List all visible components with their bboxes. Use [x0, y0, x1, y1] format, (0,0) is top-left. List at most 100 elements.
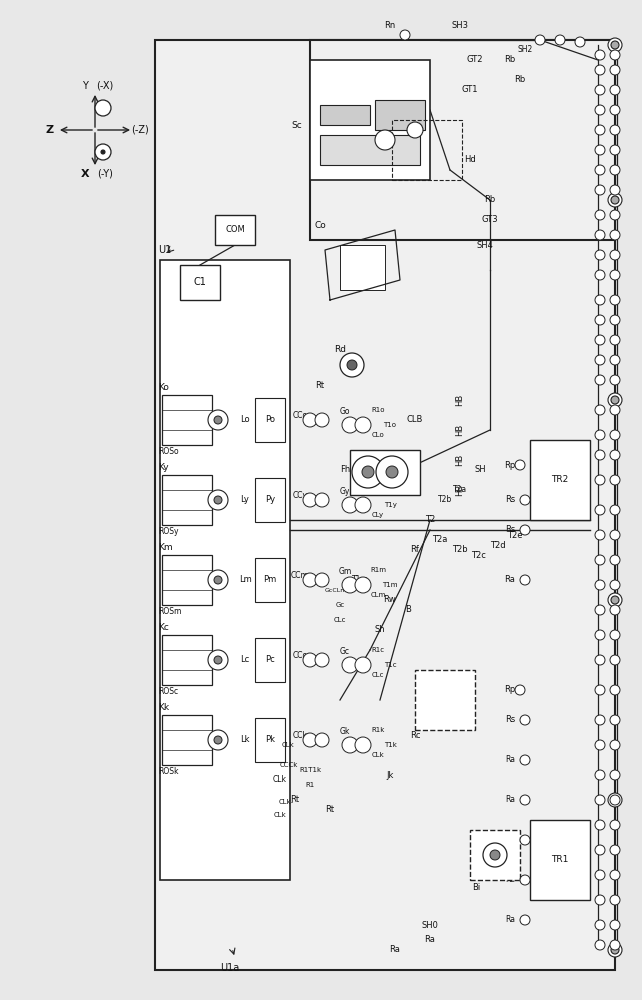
Circle shape	[595, 85, 605, 95]
Circle shape	[595, 475, 605, 485]
Circle shape	[610, 145, 620, 155]
Text: HB: HB	[456, 454, 465, 466]
Text: T1m: T1m	[382, 582, 398, 588]
Circle shape	[595, 605, 605, 615]
Text: Gk: Gk	[340, 728, 350, 736]
Circle shape	[595, 185, 605, 195]
Text: CLm: CLm	[370, 592, 386, 598]
Text: SH3: SH3	[451, 20, 469, 29]
Text: T2b: T2b	[452, 546, 468, 554]
Text: Rf: Rf	[411, 546, 419, 554]
Circle shape	[520, 835, 530, 845]
Text: SH4: SH4	[476, 240, 494, 249]
Text: SH: SH	[474, 466, 486, 475]
Circle shape	[303, 653, 317, 667]
Circle shape	[520, 525, 530, 535]
Circle shape	[362, 466, 374, 478]
Bar	[155, 40, 615, 970]
Text: Lm: Lm	[239, 576, 252, 584]
Circle shape	[595, 895, 605, 905]
Text: T2a: T2a	[453, 486, 467, 494]
Circle shape	[595, 105, 605, 115]
Circle shape	[595, 165, 605, 175]
Bar	[162, 475, 212, 525]
Circle shape	[595, 230, 605, 240]
Text: Ra: Ra	[505, 836, 515, 844]
Bar	[255, 638, 285, 682]
Text: Rp: Rp	[505, 460, 516, 470]
Text: (-Y): (-Y)	[97, 169, 113, 179]
Circle shape	[610, 530, 620, 540]
Circle shape	[555, 35, 565, 45]
Text: R1c: R1c	[372, 647, 385, 653]
Text: Rt: Rt	[290, 796, 300, 804]
Circle shape	[611, 396, 619, 404]
Circle shape	[595, 530, 605, 540]
Circle shape	[483, 843, 507, 867]
Circle shape	[214, 736, 222, 744]
Bar	[215, 215, 255, 245]
Circle shape	[595, 655, 605, 665]
Circle shape	[520, 915, 530, 925]
Text: Rb: Rb	[514, 76, 526, 85]
Circle shape	[610, 740, 620, 750]
Bar	[392, 120, 462, 180]
Circle shape	[610, 355, 620, 365]
Bar	[160, 260, 290, 880]
Circle shape	[610, 920, 620, 930]
Circle shape	[595, 845, 605, 855]
Circle shape	[355, 657, 371, 673]
Circle shape	[595, 920, 605, 930]
Circle shape	[611, 196, 619, 204]
Circle shape	[610, 125, 620, 135]
Text: T1o: T1o	[383, 422, 397, 428]
Circle shape	[595, 740, 605, 750]
Text: R1m: R1m	[370, 567, 386, 573]
Circle shape	[595, 795, 605, 805]
Circle shape	[610, 270, 620, 280]
Bar	[255, 478, 285, 522]
Circle shape	[610, 430, 620, 440]
Text: Rn: Rn	[385, 20, 395, 29]
Circle shape	[610, 555, 620, 565]
Bar	[162, 635, 212, 685]
Circle shape	[595, 715, 605, 725]
Circle shape	[342, 737, 358, 753]
Circle shape	[342, 657, 358, 673]
Circle shape	[595, 870, 605, 880]
Circle shape	[520, 495, 530, 505]
Text: Ky: Ky	[158, 464, 169, 473]
Circle shape	[611, 796, 619, 804]
Text: (-X): (-X)	[96, 81, 114, 91]
Text: Py: Py	[265, 495, 275, 504]
Bar	[320, 105, 370, 125]
Text: Gm: Gm	[338, 568, 352, 576]
Circle shape	[610, 105, 620, 115]
Text: Pc: Pc	[265, 656, 275, 664]
Text: CLk: CLk	[282, 742, 295, 748]
Text: Rs: Rs	[505, 716, 515, 724]
Text: Hd: Hd	[464, 155, 476, 164]
Circle shape	[342, 497, 358, 513]
Text: Ra: Ra	[505, 576, 516, 584]
Circle shape	[515, 460, 525, 470]
Text: Bi: Bi	[472, 884, 480, 892]
Circle shape	[611, 41, 619, 49]
Text: Ly: Ly	[241, 495, 250, 504]
Text: GT3: GT3	[482, 216, 498, 225]
Circle shape	[610, 795, 620, 805]
Circle shape	[315, 733, 329, 747]
Circle shape	[610, 580, 620, 590]
Text: Ra: Ra	[505, 756, 515, 764]
Text: T1m: T1m	[352, 576, 369, 584]
Circle shape	[386, 466, 398, 478]
Text: (-Z): (-Z)	[131, 125, 149, 135]
Circle shape	[490, 850, 500, 860]
Text: ROSo: ROSo	[158, 448, 178, 456]
Text: R1o: R1o	[371, 407, 385, 413]
Text: CLB: CLB	[407, 416, 423, 424]
Text: CLo: CLo	[372, 432, 385, 438]
Text: Lo: Lo	[240, 416, 250, 424]
Circle shape	[595, 270, 605, 280]
Circle shape	[376, 456, 408, 488]
